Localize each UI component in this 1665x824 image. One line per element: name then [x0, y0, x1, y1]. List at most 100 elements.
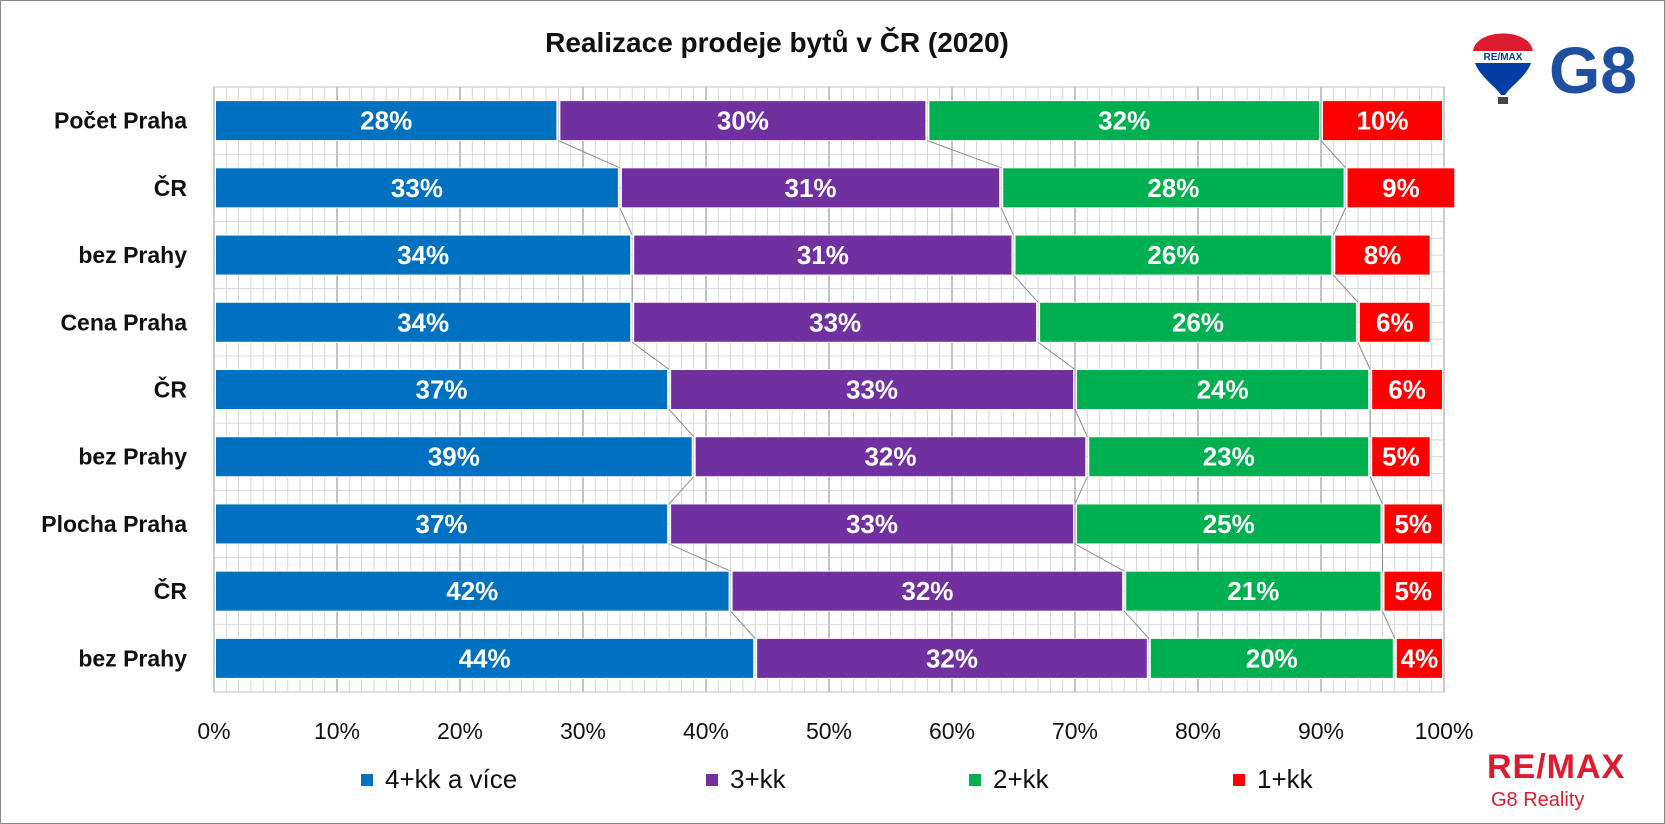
data-label: 23% [1203, 442, 1255, 472]
chart-title: Realizace prodeje bytů v ČR (2020) [545, 26, 1009, 58]
series-line [619, 207, 633, 236]
data-label: 4% [1401, 643, 1439, 673]
balloon-text: RE/MAX [1484, 52, 1523, 63]
data-label: 37% [416, 375, 468, 405]
x-tick-label: 80% [1175, 718, 1221, 744]
x-tick-label: 70% [1052, 718, 1098, 744]
data-label: 26% [1147, 240, 1199, 270]
x-tick-label: 30% [560, 718, 606, 744]
data-label: 20% [1246, 643, 1298, 673]
bar-segment [928, 100, 1321, 142]
data-label: 5% [1394, 509, 1432, 539]
data-label: 28% [360, 106, 412, 136]
series-line [668, 476, 695, 505]
data-label: 9% [1382, 173, 1420, 203]
bar-segment [1039, 301, 1357, 343]
data-label: 42% [446, 576, 498, 606]
data-label: 21% [1227, 576, 1279, 606]
category-label: bez Prahy [78, 645, 187, 671]
legend-swatch [706, 774, 718, 786]
bar-segment [633, 301, 1038, 343]
data-label: 33% [809, 307, 861, 337]
bar-segment [215, 301, 632, 343]
bar-segment [1125, 570, 1382, 612]
bar-segment [756, 637, 1148, 679]
data-label: 33% [391, 173, 443, 203]
bar-segment [1322, 100, 1443, 142]
category-label: ČR [154, 577, 188, 604]
bottom-brand: RE/MAX [1487, 748, 1625, 786]
bar-segment [731, 570, 1124, 612]
x-tick-label: 20% [437, 718, 483, 744]
data-label: 39% [428, 442, 480, 472]
x-tick-label: 0% [197, 718, 230, 744]
series-line [1357, 342, 1371, 370]
balloon-basket-icon [1498, 97, 1508, 104]
bar-segment [1076, 369, 1370, 410]
bar-segment [1383, 570, 1443, 612]
data-label: 5% [1382, 442, 1420, 472]
bar-segment [670, 369, 1074, 410]
bars-layer: 28% 30% 32% 10% 33% 31% 28% 9% 34% 31% 26% 8% 34% 33%… [215, 100, 1456, 679]
data-label: 8% [1364, 240, 1402, 270]
series-line [1369, 476, 1383, 505]
x-tick-label: 60% [929, 718, 975, 744]
legend: 4+kk a více 3+kk 2+kk 1+kk [361, 764, 1314, 794]
x-tick-label: 50% [806, 718, 852, 744]
series-line [1382, 610, 1396, 639]
bar-segment [1358, 301, 1431, 343]
legend-label: 4+kk a více [385, 764, 517, 794]
legend-label: 1+kk [1257, 764, 1314, 794]
bar-segment [1014, 234, 1333, 276]
bar-segment [1346, 167, 1456, 209]
series-line [668, 409, 695, 438]
series-line [668, 543, 731, 572]
bar-segment [1371, 369, 1443, 410]
data-label: 34% [397, 307, 449, 337]
data-label: 5% [1394, 576, 1432, 606]
bar-segment [1002, 167, 1345, 209]
bar-segment [670, 503, 1074, 545]
data-label: 37% [416, 509, 468, 539]
series-line [1332, 207, 1347, 236]
data-label: 32% [901, 576, 953, 606]
bar-segment [694, 436, 1087, 478]
bar-segment [1149, 637, 1394, 679]
category-label: bez Prahy [78, 444, 187, 470]
data-label: 44% [459, 643, 511, 673]
x-tick-label: 40% [683, 718, 729, 744]
data-label: 10% [1356, 106, 1408, 136]
series-line [927, 140, 1002, 169]
x-axis-tick-labels: 0% 10% 20% 30% 40% 50% 60% 70% 80% 90% 100% [197, 718, 1473, 744]
bar-segment [215, 167, 619, 209]
series-line [1000, 207, 1014, 236]
series-line [558, 140, 621, 169]
series-line [631, 341, 670, 370]
category-label: Počet Praha [54, 108, 187, 134]
legend-label: 2+kk [993, 764, 1050, 794]
category-label: bez Prahy [78, 242, 187, 268]
data-label: 32% [926, 643, 978, 673]
data-label: 30% [717, 106, 769, 136]
data-label: 6% [1388, 375, 1426, 405]
legend-swatch [969, 774, 981, 786]
category-labels: Počet Praha ČR bez Prahy Cena Praha ČR bez Pr… [41, 108, 187, 672]
series-line [1123, 610, 1150, 639]
bar-segment [1088, 436, 1370, 478]
series-line [1074, 476, 1088, 505]
legend-swatch [1233, 774, 1245, 786]
series-line [1074, 543, 1125, 572]
data-label: 31% [785, 173, 837, 203]
bar-segment [215, 637, 755, 679]
bar-segment [215, 570, 730, 612]
bar-segment [215, 234, 632, 276]
data-label: 31% [797, 240, 849, 270]
category-label: Cena Praha [60, 309, 187, 335]
bar-segment [1383, 503, 1443, 545]
category-label: Plocha Praha [41, 511, 187, 537]
x-tick-label: 90% [1298, 718, 1344, 744]
series-line [1074, 409, 1088, 437]
series-line [1013, 274, 1039, 303]
